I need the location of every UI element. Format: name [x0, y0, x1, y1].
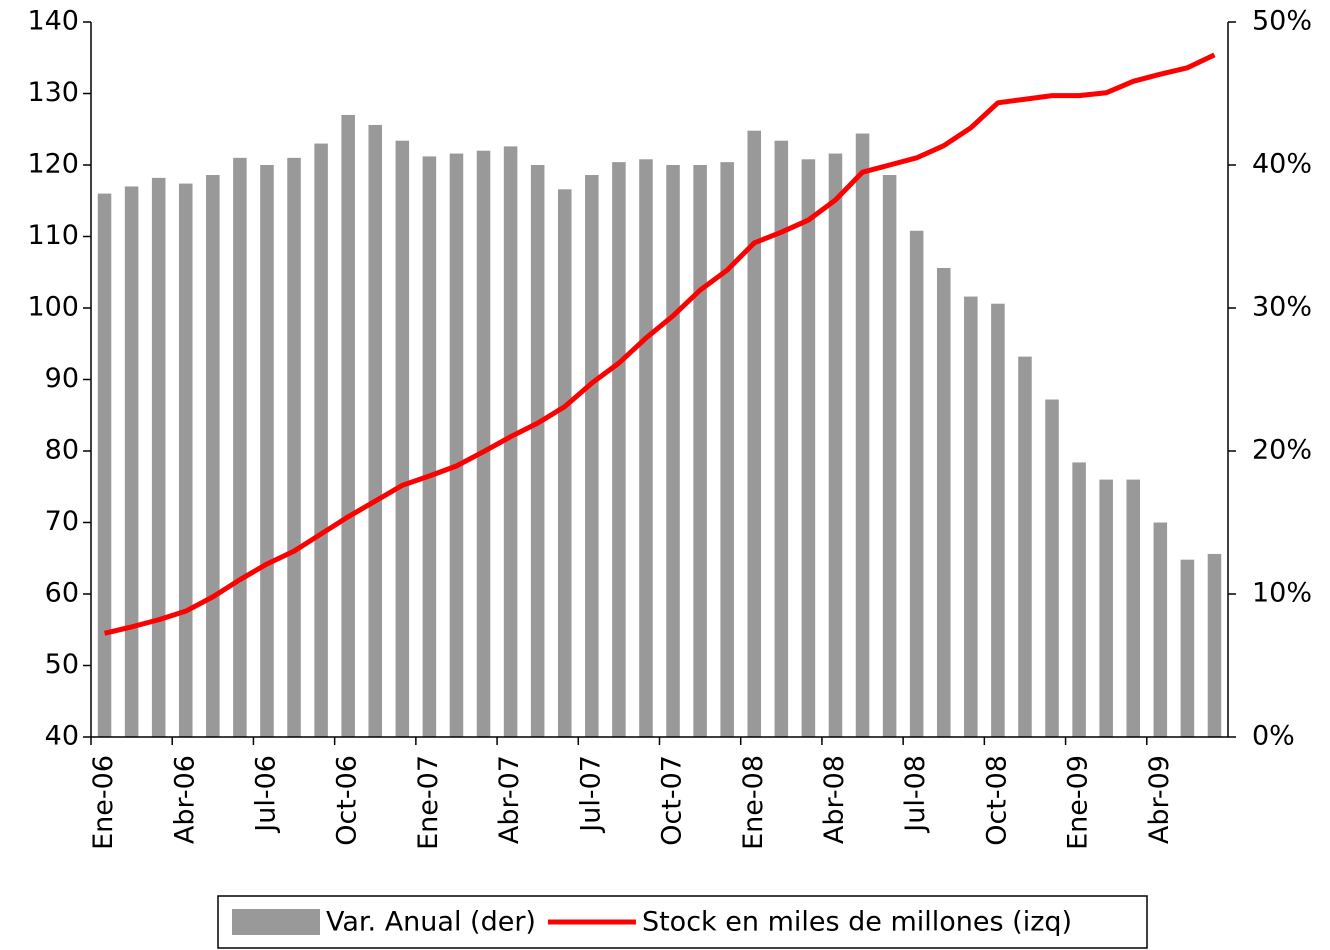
bar	[341, 114, 355, 737]
bar	[97, 193, 112, 738]
x-tick-label: Ene-06	[88, 755, 119, 850]
bar	[368, 124, 383, 737]
y-tick-label: 70	[45, 506, 79, 537]
x-tick-label: Ene-09	[1063, 755, 1094, 850]
bar	[1126, 479, 1141, 737]
bar	[828, 153, 843, 737]
x-tick-label: Abr-08	[819, 755, 850, 844]
y-tick-label: 50	[45, 649, 79, 680]
bar	[936, 267, 951, 737]
x-tick-label: Oct-08	[981, 755, 1012, 846]
y-tick-label: 90	[45, 363, 79, 394]
bar	[124, 186, 139, 737]
bar	[503, 146, 518, 737]
bar	[964, 296, 978, 737]
bar	[1018, 356, 1032, 737]
bar	[720, 162, 734, 737]
x-tick-label: Jul-06	[250, 755, 281, 834]
bar	[612, 162, 626, 737]
y2-tick-label: 40%	[1252, 149, 1312, 180]
legend-label: Stock en miles de millones (izq)	[642, 907, 1072, 938]
y-tick-label: 60	[45, 578, 79, 609]
y-tick-label: 110	[27, 220, 79, 251]
bar	[260, 165, 274, 737]
bar	[1072, 462, 1086, 737]
y-tick-label: 100	[27, 292, 79, 323]
y2-tick-label: 30%	[1252, 292, 1312, 323]
bar	[287, 157, 301, 738]
bar	[1180, 559, 1195, 737]
legend-box	[217, 895, 1148, 949]
x-tick-label: Abr-07	[494, 755, 525, 844]
bar	[585, 175, 599, 737]
x-tick-label: Jul-08	[900, 755, 931, 834]
x-tick-label: Oct-07	[657, 755, 688, 846]
y2-tick-label: 20%	[1252, 435, 1312, 466]
bar	[1099, 479, 1113, 737]
x-tick-label: Oct-06	[332, 755, 363, 846]
bar	[395, 140, 410, 737]
bar	[530, 165, 545, 737]
y2-tick-label: 50%	[1252, 6, 1312, 37]
bar	[557, 189, 572, 737]
bar	[422, 156, 437, 738]
y-tick-label: 140	[27, 6, 79, 37]
y2-tick-label: 0%	[1252, 721, 1295, 752]
x-tick-label: Jul-07	[575, 755, 606, 834]
bar	[1207, 553, 1222, 737]
bar	[233, 157, 247, 738]
line-series	[103, 52, 1216, 636]
legend-label: Var. Anual (der)	[326, 907, 536, 938]
bar	[693, 165, 707, 737]
bar	[666, 165, 680, 737]
y-tick-label: 80	[45, 435, 79, 466]
x-tick-label: Ene-07	[413, 755, 444, 850]
x-tick-label: Abr-06	[169, 755, 200, 844]
y-tick-label: 130	[27, 77, 79, 108]
bar	[991, 303, 1005, 737]
bar	[855, 133, 870, 738]
bar	[314, 143, 328, 738]
legend-swatch	[232, 909, 320, 935]
bar	[909, 230, 924, 737]
bar	[882, 175, 897, 737]
y-tick-label: 120	[27, 149, 79, 180]
bar	[151, 177, 166, 737]
y2-tick-label: 10%	[1252, 578, 1312, 609]
bar	[178, 183, 193, 738]
x-tick-label: Ene-08	[738, 755, 769, 850]
bar	[639, 159, 653, 737]
bar	[449, 153, 464, 737]
bar	[747, 130, 762, 737]
bar	[476, 150, 491, 737]
y-tick-label: 40	[45, 721, 79, 752]
bar	[1045, 399, 1059, 737]
bar	[774, 140, 789, 737]
x-tick-label: Abr-09	[1144, 755, 1175, 844]
bar	[1153, 522, 1168, 737]
bar	[801, 159, 816, 737]
bar	[206, 175, 220, 737]
